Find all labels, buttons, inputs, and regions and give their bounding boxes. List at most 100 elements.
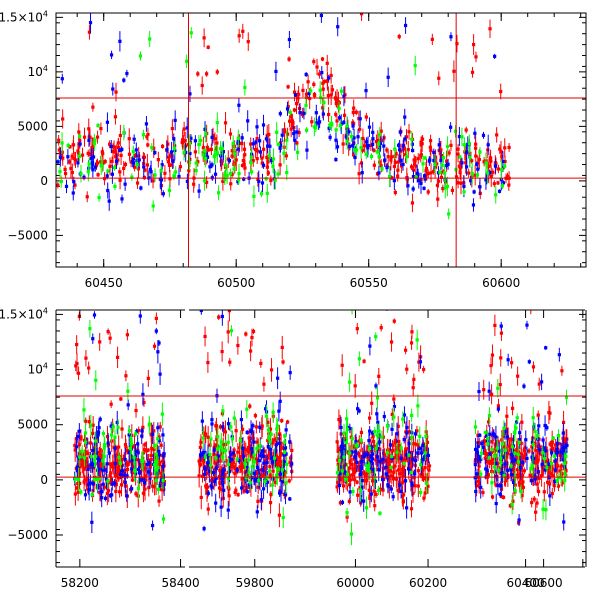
data-point [292, 90, 297, 94]
data-point [200, 474, 205, 478]
data-point [520, 420, 524, 424]
data-point [263, 479, 267, 483]
data-point [533, 441, 537, 446]
data-point [354, 110, 358, 114]
data-point [76, 477, 81, 481]
data-point [243, 85, 247, 90]
data-point [410, 142, 414, 146]
data-point [140, 478, 144, 482]
data-point [515, 468, 520, 472]
data-point [233, 453, 237, 457]
data-point [141, 491, 146, 495]
data-point [246, 445, 251, 450]
data-point [118, 39, 122, 43]
data-point [145, 163, 149, 167]
data-point [288, 371, 292, 375]
data-point [553, 468, 558, 472]
data-point [76, 371, 81, 375]
data-point [345, 124, 349, 128]
data-point [370, 431, 374, 435]
data-point [183, 139, 187, 143]
data-point [391, 495, 395, 499]
data-point [335, 145, 340, 149]
data-point [411, 175, 416, 179]
data-point [255, 125, 259, 129]
data-point [274, 438, 278, 442]
data-point [278, 143, 283, 147]
data-point [350, 462, 354, 467]
data-point [460, 161, 464, 165]
data-point [368, 446, 372, 450]
data-point [221, 425, 225, 429]
data-point [96, 173, 100, 177]
data-point [462, 143, 466, 147]
data-point [86, 482, 91, 486]
data-point [512, 469, 516, 473]
data-point [380, 167, 384, 171]
data-point [335, 119, 339, 123]
data-point [491, 170, 495, 174]
data-point [141, 133, 146, 137]
data-point [423, 177, 427, 181]
data-point [404, 348, 408, 352]
data-point [209, 147, 214, 151]
data-point [92, 140, 96, 145]
data-point [371, 142, 375, 147]
data-point [506, 358, 510, 362]
data-point [458, 155, 462, 159]
data-point [536, 470, 540, 474]
data-point [356, 493, 360, 497]
data-point [338, 446, 342, 450]
data-point [344, 437, 348, 441]
data-point [478, 150, 482, 154]
data-point [219, 159, 223, 163]
data-point [546, 480, 550, 484]
data-point [474, 55, 478, 59]
data-point [101, 161, 105, 165]
data-point [233, 162, 237, 166]
data-point [134, 492, 138, 496]
data-point [182, 140, 186, 144]
data-point [214, 456, 218, 460]
data-point [315, 65, 319, 69]
y-tick-label: 5000 [17, 418, 48, 432]
data-point [452, 69, 456, 73]
data-point [75, 486, 79, 490]
data-point [482, 439, 486, 443]
data-point [532, 497, 536, 501]
data-point [325, 61, 329, 65]
data-point [520, 482, 524, 487]
data-point [307, 91, 311, 96]
data-point [372, 468, 376, 472]
data-point [353, 384, 357, 388]
data-point [152, 447, 156, 452]
data-point [268, 440, 272, 444]
data-point [202, 179, 207, 183]
data-point [133, 468, 137, 472]
data-point [356, 135, 360, 139]
data-point [345, 511, 349, 515]
y-tick-label: 104 [28, 362, 48, 377]
data-point [265, 460, 269, 465]
data-point [88, 327, 92, 331]
data-point [91, 105, 95, 109]
data-point [104, 477, 109, 481]
data-point [401, 144, 405, 148]
data-point [243, 166, 247, 170]
data-point [402, 437, 406, 442]
data-point [130, 487, 134, 491]
data-point [490, 461, 494, 465]
data-point [89, 156, 93, 161]
data-point [476, 444, 480, 449]
data-point [77, 474, 81, 478]
data-point [475, 162, 479, 166]
data-point [350, 437, 354, 441]
data-point [410, 481, 414, 485]
data-point [406, 459, 410, 463]
data-point [110, 172, 114, 176]
data-point [417, 178, 421, 183]
data-point [156, 466, 160, 470]
data-point [536, 413, 540, 417]
data-point [389, 465, 393, 470]
data-point [276, 376, 280, 380]
